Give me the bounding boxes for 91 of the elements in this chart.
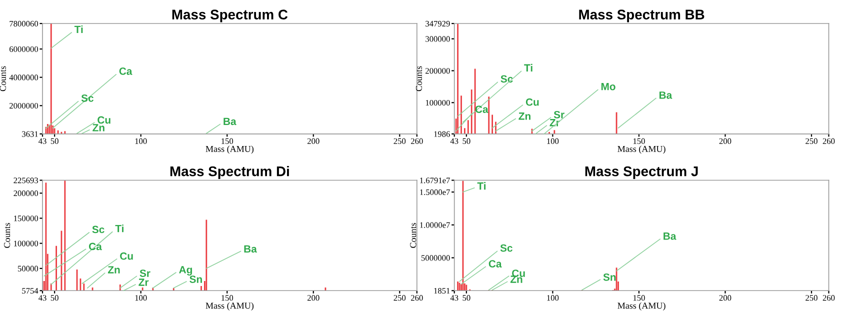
x-tick-label: 43 — [450, 138, 458, 144]
x-axis-title: Mass (AMU) — [206, 302, 254, 311]
annotation: Ti — [524, 64, 532, 72]
x-tick-label: 260 — [822, 138, 835, 144]
chart-title: Mass Spectrum Di — [170, 166, 289, 179]
x-tick-label: 260 — [411, 138, 423, 144]
x-axis-title: Mass (AMU) — [618, 302, 666, 311]
x-tick-label: 250 — [806, 138, 818, 144]
x-tick-label: 150 — [222, 295, 234, 301]
y-tick-label: 7800060 — [10, 20, 38, 26]
x-tick-label: 100 — [135, 295, 147, 301]
chart-title: Mass Spectrum J — [585, 166, 698, 179]
annotation: Ti — [115, 224, 124, 232]
y-tick-label: 1.6791e7 — [420, 178, 450, 184]
x-axis-title: Mass (AMU) — [206, 146, 254, 154]
annotation: Sc — [500, 75, 513, 83]
x-tick-label: 250 — [394, 295, 406, 301]
x-tick-label: 200 — [308, 138, 320, 144]
annotation: Sc — [92, 226, 104, 234]
annotation: Cu — [512, 270, 525, 277]
annotation: Ca — [88, 242, 102, 250]
y-tick-label: 2000000 — [10, 102, 38, 109]
y-tick-label: 347929 — [426, 20, 450, 26]
annotation: Sc — [81, 94, 94, 102]
y-tick-label: 3631 — [22, 131, 38, 137]
annotation: Sn — [603, 273, 616, 281]
y-axis-title: Counts — [416, 66, 422, 92]
y-tick-label: 100000 — [14, 240, 38, 246]
annotation: Cu — [120, 252, 133, 260]
y-tick-label: 150000 — [14, 216, 38, 222]
annotation: Cu — [526, 98, 539, 106]
y-tick-label: 50000 — [18, 266, 38, 272]
annotation: Ag — [179, 266, 192, 276]
x-tick-label: 43 — [450, 295, 458, 301]
x-tick-label: 100 — [547, 138, 559, 144]
x-axis-title: Mass (AMU) — [618, 146, 666, 154]
y-tick-label: 200000 — [14, 190, 38, 196]
x-tick-label: 260 — [411, 295, 423, 301]
annotation: Ba — [659, 92, 672, 99]
x-tick-label: 100 — [547, 295, 559, 301]
annotation: Ti — [74, 26, 83, 34]
x-tick-label: 150 — [222, 138, 234, 144]
annotation: Sr — [554, 110, 564, 118]
x-tick-label: 250 — [806, 295, 818, 301]
y-tick-label: 6000000 — [10, 46, 38, 52]
y-tick-label: 1.0000e7 — [420, 222, 450, 228]
x-tick-label: 260 — [822, 295, 835, 301]
annotation: Sr — [140, 270, 150, 277]
y-tick-label: 1.5000e7 — [420, 189, 450, 196]
x-tick-label: 100 — [135, 138, 147, 144]
y-tick-label: 1851 — [434, 288, 450, 294]
y-tick-label: 5754 — [22, 288, 38, 294]
x-tick-label: 250 — [394, 138, 406, 144]
x-tick-label: 50 — [50, 295, 58, 301]
x-tick-label: 150 — [633, 138, 645, 144]
annotation: Sc — [500, 244, 512, 252]
annotation: Ca — [119, 68, 132, 75]
y-axis-title: Counts — [410, 222, 416, 248]
y-tick-label: 4000000 — [9, 74, 38, 80]
annotation: Ba — [224, 118, 236, 126]
x-tick-label: 200 — [308, 295, 320, 301]
y-axis-title: Counts — [4, 222, 10, 248]
annotation: Ti — [477, 182, 486, 190]
y-tick-label: 5000000 — [421, 255, 450, 261]
y-tick-label: 300000 — [426, 36, 450, 42]
chart-title: Mass Spectrum C — [172, 10, 288, 22]
x-tick-label: 50 — [462, 295, 470, 301]
annotation: Ba — [244, 245, 257, 253]
x-tick-label: 43 — [38, 138, 46, 144]
y-tick-label: 100000 — [426, 100, 450, 106]
x-tick-label: 200 — [719, 295, 732, 301]
annotation: Zn — [518, 112, 530, 120]
annotation: Zn — [108, 266, 120, 274]
y-axis-title: Counts — [0, 66, 6, 92]
chart-title: Mass Spectrum BB — [579, 10, 704, 22]
annotation: Zr — [138, 278, 149, 286]
annotation: Sn — [190, 276, 202, 283]
x-tick-label: 50 — [462, 138, 470, 144]
annotation: Cu — [98, 116, 110, 124]
x-tick-label: 50 — [50, 138, 58, 144]
y-tick-label: 225693 — [14, 178, 38, 184]
annotation: Ca — [488, 260, 502, 268]
annotation: Ba — [664, 232, 676, 240]
annotation: Zn — [510, 276, 522, 283]
x-tick-label: 43 — [38, 295, 46, 301]
y-tick-label: 1986 — [434, 131, 450, 137]
x-tick-label: 150 — [633, 295, 645, 301]
annotation: Mo — [601, 82, 616, 90]
y-tick-label: 200000 — [426, 68, 450, 74]
x-tick-label: 200 — [719, 138, 732, 144]
annotation: Zn — [92, 124, 104, 132]
